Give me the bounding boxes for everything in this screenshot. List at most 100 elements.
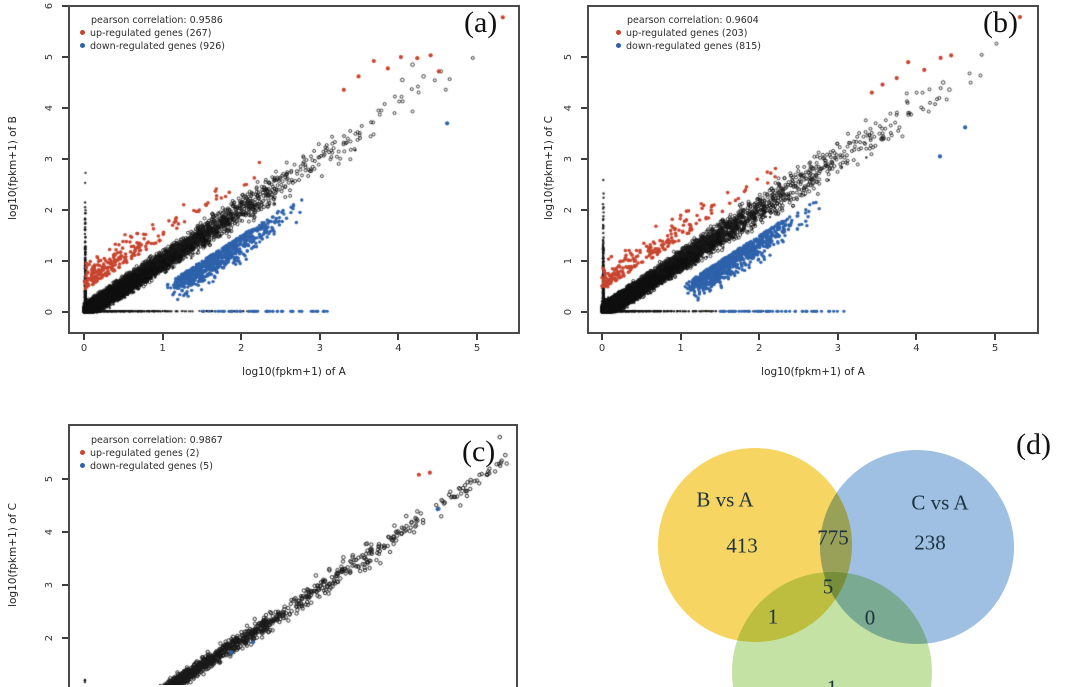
y-tick-mark <box>581 56 587 58</box>
x-tick-label: 0 <box>598 343 606 354</box>
y-tick-mark <box>581 107 587 109</box>
x-tick-mark <box>601 334 603 340</box>
y-tick-label: 3 <box>44 581 55 589</box>
x-tick-label: 4 <box>913 343 920 354</box>
up-regulated-marker-icon <box>80 450 85 455</box>
scatter-canvas-c <box>70 426 516 685</box>
y-tick-mark <box>581 260 587 262</box>
x-tick-mark <box>318 334 321 340</box>
x-axis-label-a: log10(fpkm+1) of A <box>242 366 346 378</box>
y-axis-label-a: log10(fpkm+1) of B <box>7 116 19 220</box>
venn-overlap-12-count: 775 <box>817 525 849 550</box>
x-tick-label: 2 <box>238 343 245 354</box>
y-tick-label: 3 <box>44 155 55 163</box>
x-tick-label: 5 <box>473 343 481 354</box>
x-tick-mark <box>679 334 682 340</box>
legend-down-c: down-regulated genes (5) <box>90 461 213 472</box>
y-tick-label: 4 <box>44 528 55 536</box>
legend-correlation-b: pearson correlation: 0.9604 <box>627 15 759 26</box>
y-axis-label-c: log10(fpkm+1) of C <box>7 503 19 607</box>
y-tick-mark <box>62 311 68 313</box>
x-tick-label: 3 <box>834 343 841 354</box>
x-tick-mark <box>476 334 478 340</box>
y-tick-label: 1 <box>44 257 55 265</box>
y-tick-mark <box>62 478 68 480</box>
x-tick-label: 3 <box>316 343 323 354</box>
y-tick-label: 4 <box>563 104 574 112</box>
y-tick-mark <box>62 209 68 211</box>
y-axis-label-b: log10(fpkm+1) of C <box>543 116 555 220</box>
scatter-canvas-a <box>70 7 518 332</box>
panel-letter-a: (a) <box>464 6 498 39</box>
legend-correlation-c: pearson correlation: 0.9867 <box>91 435 223 446</box>
plot-area-a <box>68 5 520 334</box>
x-axis-label-b: log10(fpkm+1) of A <box>761 366 865 378</box>
y-tick-label: 0 <box>563 308 574 316</box>
y-tick-mark <box>62 56 68 58</box>
panel-d-venn: B vs A 413 C vs A 238 775 5 1 0 1 (d) <box>536 420 1072 687</box>
legend-up-c: up-regulated genes (2) <box>90 448 200 459</box>
y-tick-label: 5 <box>44 53 55 61</box>
plot-area-c <box>68 424 518 687</box>
down-regulated-marker-icon <box>80 43 85 48</box>
y-tick-label: 1 <box>563 257 574 265</box>
x-tick-mark <box>161 334 164 340</box>
scatter-canvas-b <box>589 7 1037 332</box>
x-tick-mark <box>758 334 761 340</box>
venn-set2-label: C vs A <box>911 490 969 515</box>
x-tick-label: 4 <box>395 343 402 354</box>
y-tick-mark <box>62 5 68 7</box>
legend-up-a: up-regulated genes (267) <box>90 28 212 39</box>
y-tick-label: 5 <box>563 53 574 61</box>
x-tick-label: 1 <box>677 343 684 354</box>
x-tick-label: 1 <box>159 343 166 354</box>
x-tick-label: 2 <box>756 343 763 354</box>
y-tick-label: 4 <box>44 104 55 112</box>
x-tick-mark <box>83 334 85 340</box>
y-tick-label: 5 <box>44 475 55 483</box>
x-tick-mark <box>994 334 996 340</box>
legend-down-a: down-regulated genes (926) <box>90 41 225 52</box>
venn-set1-count: 413 <box>726 533 758 558</box>
y-tick-mark <box>581 311 587 313</box>
legend-up-b: up-regulated genes (203) <box>626 28 748 39</box>
y-tick-label: 0 <box>44 308 55 316</box>
y-tick-mark <box>581 209 587 211</box>
legend-b: pearson correlation: 0.9604 up-regulated… <box>616 14 761 53</box>
panel-letter-b: (b) <box>983 6 1018 39</box>
y-tick-mark <box>62 637 68 639</box>
plot-area-b <box>587 5 1039 334</box>
panel-b-scatter: log10(fpkm+1) of C log10(fpkm+1) of A pe… <box>536 0 1072 395</box>
down-regulated-marker-icon <box>616 43 621 48</box>
x-tick-mark <box>240 334 243 340</box>
y-tick-label: 3 <box>563 155 574 163</box>
y-tick-mark <box>62 584 68 586</box>
y-tick-label: 2 <box>44 634 55 642</box>
legend-a: pearson correlation: 0.9586 up-regulated… <box>80 14 225 53</box>
panel-letter-c: (c) <box>462 435 496 468</box>
y-tick-label: 2 <box>44 206 55 214</box>
y-tick-mark <box>62 260 68 262</box>
venn-overlap-23-count: 0 <box>864 605 876 630</box>
up-regulated-marker-icon <box>80 30 85 35</box>
up-regulated-marker-icon <box>616 30 621 35</box>
down-regulated-marker-icon <box>80 463 85 468</box>
x-tick-mark <box>915 334 918 340</box>
y-tick-label: 6 <box>44 2 55 10</box>
venn-set1-label: B vs A <box>696 487 754 512</box>
venn-center-count: 5 <box>822 574 834 599</box>
y-tick-mark <box>62 531 68 533</box>
y-tick-mark <box>581 158 587 160</box>
x-tick-mark <box>397 334 400 340</box>
x-tick-label: 0 <box>80 343 88 354</box>
x-tick-label: 5 <box>991 343 999 354</box>
y-tick-label: 2 <box>563 206 574 214</box>
legend-down-b: down-regulated genes (815) <box>626 41 761 52</box>
y-tick-mark <box>62 107 68 109</box>
venn-set2-count: 238 <box>914 530 946 555</box>
panel-a-scatter: log10(fpkm+1) of B log10(fpkm+1) of A pe… <box>0 0 536 395</box>
x-tick-mark <box>836 334 839 340</box>
panel-letter-d: (d) <box>1016 428 1051 461</box>
legend-correlation-a: pearson correlation: 0.9586 <box>91 15 223 26</box>
